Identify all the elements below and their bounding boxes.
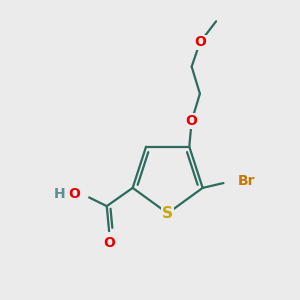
Text: Br: Br [238, 174, 256, 188]
Text: H: H [54, 187, 65, 201]
Text: O: O [194, 35, 206, 50]
Text: O: O [186, 114, 198, 128]
Text: O: O [68, 187, 80, 201]
Text: O: O [103, 236, 115, 250]
Text: S: S [162, 206, 173, 221]
